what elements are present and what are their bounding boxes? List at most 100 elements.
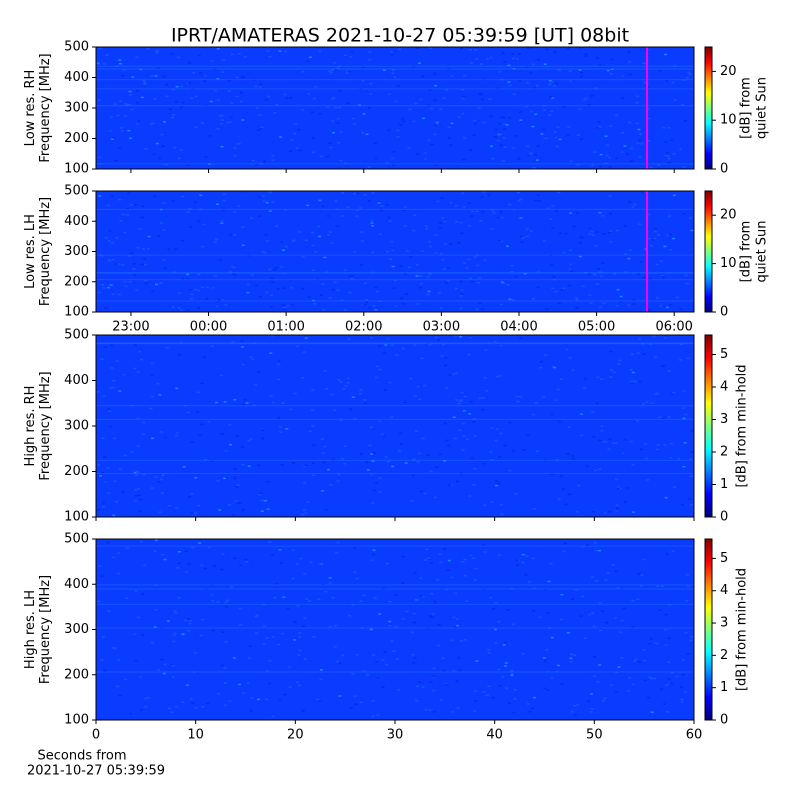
noise [376,365,380,368]
noise [268,210,272,212]
noise [462,136,466,139]
noise [163,121,167,123]
noise [521,237,525,239]
noise [363,193,367,196]
noise [384,456,388,458]
noise [206,702,210,705]
noise [377,202,381,204]
noise [461,97,465,100]
noise [452,616,456,619]
noise [296,605,300,607]
noise [338,662,342,664]
noise [595,283,599,285]
noise [365,301,369,304]
noise [268,55,272,58]
noise [368,307,372,309]
noise [239,624,243,626]
noise [426,276,430,278]
noise [641,343,645,345]
noise [598,306,602,308]
noise [596,127,600,129]
noise [426,293,430,296]
noise [684,413,688,416]
noise [457,116,461,118]
noise [623,225,627,227]
noise [142,421,146,424]
noise [608,166,612,168]
noise [433,73,437,75]
noise [528,152,532,155]
noise [371,251,375,254]
noise [647,213,651,216]
noise [311,232,315,234]
noise [230,265,234,268]
noise [216,203,220,205]
noise [399,442,403,445]
noise [508,469,512,472]
noise [172,634,176,637]
noise [443,243,447,246]
noise [150,641,154,644]
noise [334,68,338,71]
noise [430,143,434,146]
noise [376,714,380,716]
noise [108,130,112,132]
noise [533,87,537,89]
noise [155,283,159,286]
colorbar-tick-label: 10 [720,113,737,128]
noise [97,464,101,466]
noise [157,669,161,671]
noise [382,435,386,437]
noise [664,644,668,646]
noise [265,202,269,204]
noise [675,296,679,299]
noise [473,119,477,122]
noise [476,264,480,267]
colorbar-tick-label: 5 [720,347,728,362]
noise [316,225,320,228]
x-tick-label: 02:00 [345,320,382,335]
noise [474,700,478,702]
noise [468,495,472,497]
noise [128,712,132,715]
noise [201,705,205,708]
noise [181,277,185,280]
y-axis-label: High res. RH [23,386,38,467]
noise [631,626,635,628]
noise [564,232,568,235]
noise [579,138,583,140]
noise [675,675,679,678]
noise [201,245,205,248]
noise [233,147,237,149]
noise [337,473,341,476]
noise [673,99,677,101]
noise [435,254,439,256]
noise [438,292,442,294]
noise [190,492,194,495]
noise [136,370,140,373]
noise [353,418,357,420]
noise [260,126,264,129]
noise [390,640,394,643]
noise [395,354,399,356]
noise [328,297,332,299]
noise [608,156,612,159]
noise [220,432,224,435]
y-tick-label: 100 [64,510,89,525]
noise [568,493,572,496]
noise [271,281,275,284]
noise [203,567,207,570]
y-axis-label: Low res. LH [23,214,38,289]
noise [528,581,532,583]
noise [434,252,438,254]
noise [512,711,516,714]
noise [543,63,547,65]
noise [353,571,357,574]
noise [620,75,624,77]
noise [205,297,209,300]
noise [551,97,555,99]
noise [614,671,618,674]
noise [568,268,572,271]
noise [548,80,552,82]
noise [303,617,307,620]
